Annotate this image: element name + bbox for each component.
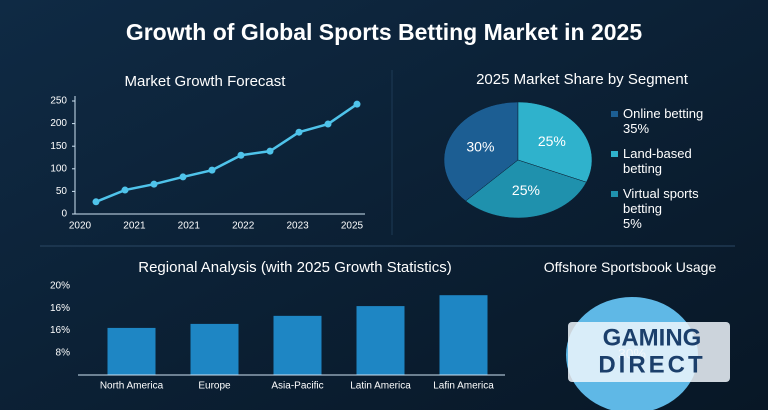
legend-entry: Land-based betting: [623, 146, 692, 176]
x-tick-label: North America: [100, 381, 164, 392]
point: [237, 151, 245, 159]
x-tick-label: 2023: [286, 221, 309, 232]
chart-title-box: Offshore Sportsbook Usage: [543, 259, 717, 275]
x-tick-label: Asia-Pacific: [271, 381, 323, 392]
point: [353, 100, 361, 108]
pie-slice: [443, 101, 519, 202]
legend-entry-box: Land-based betting: [623, 146, 692, 176]
x-tick-label: 2020: [69, 221, 92, 232]
y-tick-label: 150: [50, 141, 67, 152]
bar: [273, 315, 322, 375]
x-tick-label: 2022: [232, 221, 255, 232]
slice-label: 25%: [538, 133, 566, 149]
legend-entry: Virtual sports betting: [623, 186, 699, 216]
chart-title: Market Growth Forecast: [125, 73, 287, 90]
line: [95, 103, 358, 203]
point: [121, 186, 129, 194]
legend-entry-box: Virtual sports betting: [623, 186, 699, 216]
point: [266, 147, 274, 155]
y-tick-label: 100: [50, 163, 67, 174]
x-tick-label: Latin America: [350, 381, 411, 392]
legend-marker: [611, 191, 618, 197]
legend-value-box: 35%: [623, 121, 650, 136]
point: [208, 166, 216, 174]
legend-value: 35%: [623, 121, 650, 136]
y-tick-label: 16%: [50, 325, 70, 336]
chart-title: Offshore Sportsbook Usage: [543, 259, 717, 275]
bar: [107, 327, 156, 375]
point: [295, 128, 303, 136]
x-tick-label: 2021: [178, 221, 201, 232]
chart-title: Regional Analysis (with 2025 Growth Stat…: [138, 259, 451, 276]
x-tick-label: 2025: [341, 221, 364, 232]
watermark-text: GAMING: [603, 324, 702, 351]
legend-value: 5%: [623, 216, 642, 231]
legend-entry-box: Online betting: [623, 106, 704, 121]
y-tick-label: 8%: [56, 347, 71, 358]
bar: [356, 306, 405, 375]
pie-slice: [517, 101, 593, 183]
slice-label: 25%: [512, 182, 540, 198]
bar: [439, 295, 488, 375]
point: [179, 173, 187, 181]
legend-value-box: 5%: [623, 216, 642, 231]
y-tick-label: 20%: [50, 281, 70, 292]
pie-slice: [465, 159, 587, 219]
slice-label: 30%: [466, 138, 494, 154]
y-tick-label: 250: [50, 96, 67, 107]
y-tick-label: 0: [61, 209, 67, 220]
page-title: Growth of Global Sports Betting Market i…: [126, 19, 642, 45]
watermark-text: DIRECT: [598, 351, 705, 378]
y-tick-label: 50: [56, 186, 68, 197]
bar: [190, 323, 239, 375]
watermark-backdrop: [568, 322, 730, 382]
y-tick-label: 200: [50, 118, 67, 129]
chart-title: 2025 Market Share by Segment: [476, 71, 689, 88]
point: [92, 198, 100, 206]
point: [150, 180, 158, 188]
legend-marker: [611, 111, 618, 117]
x-tick-label: 2021: [123, 221, 146, 232]
legend-entry: Online betting: [623, 106, 704, 121]
x-tick-label: Lafin America: [433, 381, 494, 392]
point: [324, 120, 332, 128]
y-tick-label: 16%: [50, 303, 70, 314]
legend-marker: [611, 151, 618, 157]
x-tick-label: Europe: [198, 381, 231, 392]
